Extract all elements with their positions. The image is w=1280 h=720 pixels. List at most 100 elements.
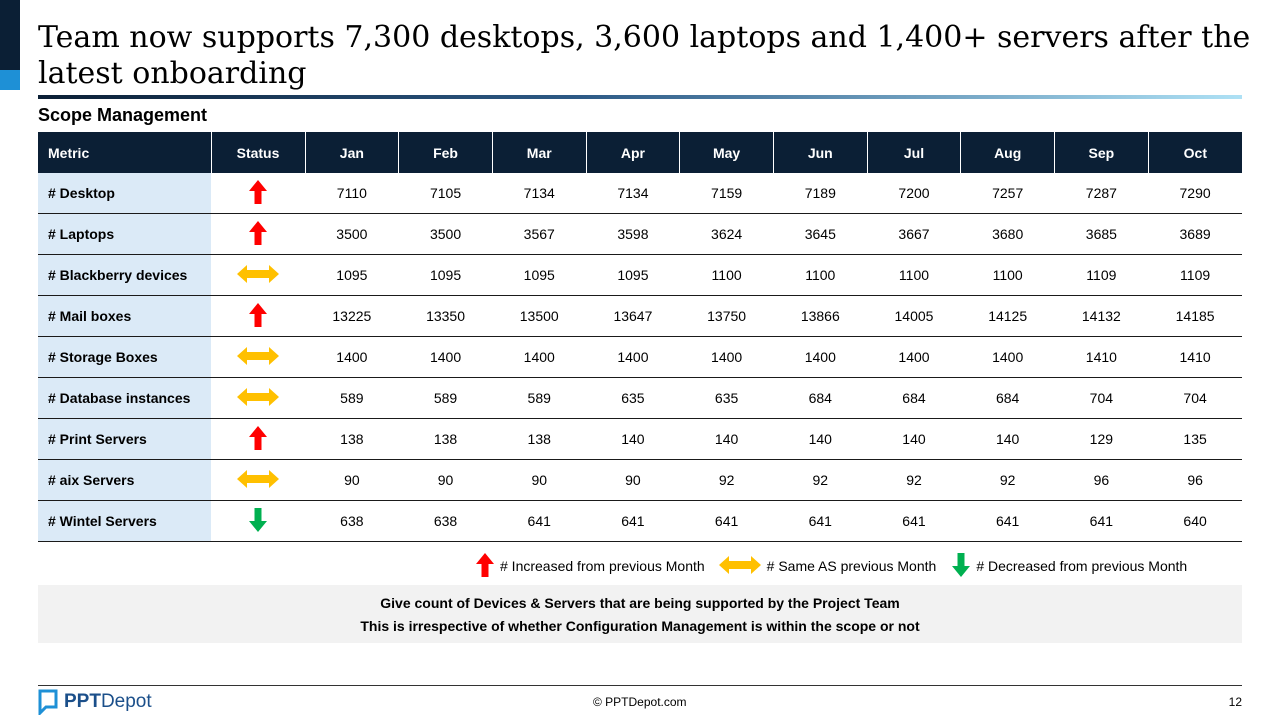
value-cell: 90: [492, 459, 587, 501]
legend-item-down: # Decreased from previous Month: [952, 552, 1188, 580]
legend-item-up: # Increased from previous Month: [476, 552, 705, 580]
table-row: # aix Servers 90 90 90 90 92 92 92 92 96 96: [38, 459, 1242, 501]
note-box: Give count of Devices & Servers that are…: [38, 585, 1242, 643]
value-cell: 3667: [867, 213, 961, 255]
header-cell-status: Status: [210, 132, 306, 173]
value-cell: 7159: [679, 173, 774, 214]
arrow-up-icon: [249, 425, 268, 453]
value-cell: 684: [960, 377, 1055, 419]
table-header-row: Metric Status Jan Feb Mar Apr May Jun Jul Aug Sep O…: [38, 132, 1242, 173]
status-cell: [211, 459, 306, 501]
value-cell: 1100: [773, 254, 868, 296]
header-cell-feb: Feb: [398, 132, 493, 173]
footer-divider: [38, 685, 1242, 686]
arrow-left-right-icon: [237, 469, 280, 491]
page-number: 12: [1228, 695, 1242, 709]
value-cell: 704: [1054, 377, 1149, 419]
value-cell: 635: [679, 377, 774, 419]
accent-bar-light: [0, 70, 20, 90]
table-row: # Storage Boxes 1400 1400 1400 1400 1400 1400 1…: [38, 336, 1242, 378]
header-cell-jul: Jul: [866, 132, 961, 173]
value-cell: 3567: [492, 213, 587, 255]
value-cell: 684: [867, 377, 961, 419]
copyright-text: © PPTDepot.com: [593, 695, 687, 709]
header-cell-metric: Metric: [38, 132, 212, 173]
value-cell: 96: [1054, 459, 1149, 501]
status-cell: [211, 336, 306, 378]
legend-label-down: # Decreased from previous Month: [976, 558, 1188, 574]
value-cell: 92: [867, 459, 961, 501]
value-cell: 7287: [1054, 173, 1149, 214]
value-cell: 13750: [679, 295, 774, 337]
value-cell: 1400: [586, 336, 680, 378]
arrow-left-right-icon: [718, 555, 761, 577]
value-cell: 704: [1148, 377, 1242, 419]
value-cell: 7290: [1148, 173, 1242, 214]
value-cell: 589: [492, 377, 587, 419]
value-cell: 1410: [1054, 336, 1149, 378]
value-cell: 589: [398, 377, 493, 419]
value-cell: 641: [960, 500, 1055, 542]
scope-table: Metric Status Jan Feb Mar Apr May Jun Jul Aug Sep O…: [38, 132, 1242, 542]
value-cell: 638: [305, 500, 399, 542]
value-cell: 641: [867, 500, 961, 542]
value-cell: 3500: [398, 213, 493, 255]
value-cell: 14132: [1054, 295, 1149, 337]
status-cell: [211, 295, 306, 337]
value-cell: 13866: [773, 295, 868, 337]
arrow-down-icon: [952, 552, 971, 580]
table-body: # Desktop 7110 7105 7134 7134 7159 7189 7200 725…: [38, 173, 1242, 542]
table-row: # Blackberry devices 1095 1095 1095 1095 1100…: [38, 254, 1242, 296]
value-cell: 1109: [1054, 254, 1149, 296]
status-cell: [211, 377, 306, 419]
status-cell: [211, 213, 306, 255]
value-cell: 13647: [586, 295, 680, 337]
header-cell-apr: Apr: [585, 132, 680, 173]
value-cell: 3624: [679, 213, 774, 255]
metric-cell: # Print Servers: [38, 418, 212, 460]
value-cell: 92: [679, 459, 774, 501]
legend-label-same: # Same AS previous Month: [766, 558, 937, 574]
section-label: Scope Management: [38, 105, 208, 125]
arrow-down-icon: [249, 507, 268, 535]
arrow-up-icon: [249, 302, 268, 330]
value-cell: 1400: [773, 336, 868, 378]
value-cell: 140: [586, 418, 680, 460]
metric-cell: # Desktop: [38, 173, 212, 214]
value-cell: 1400: [305, 336, 399, 378]
value-cell: 14125: [960, 295, 1055, 337]
value-cell: 138: [492, 418, 587, 460]
value-cell: 90: [398, 459, 493, 501]
value-cell: 140: [679, 418, 774, 460]
value-cell: 635: [586, 377, 680, 419]
note-line-2: This is irrespective of whether Configur…: [360, 618, 920, 634]
value-cell: 3598: [586, 213, 680, 255]
value-cell: 1400: [398, 336, 493, 378]
value-cell: 1095: [586, 254, 680, 296]
metric-cell: # Storage Boxes: [38, 336, 212, 378]
status-cell: [211, 173, 306, 214]
status-cell: [211, 500, 306, 542]
value-cell: 1100: [960, 254, 1055, 296]
table-row: # Print Servers 138 138 138 140 140 140 140 140 1…: [38, 418, 1242, 460]
value-cell: 3680: [960, 213, 1055, 255]
table-row: # Desktop 7110 7105 7134 7134 7159 7189 7200 725…: [38, 173, 1242, 214]
value-cell: 1100: [867, 254, 961, 296]
title-divider: [38, 95, 1242, 99]
value-cell: 7134: [586, 173, 680, 214]
table-row: # Wintel Servers 638 638 641 641 641 641 641 641…: [38, 500, 1242, 542]
arrow-left-right-icon: [237, 346, 280, 368]
logo-text-rest: Depot: [100, 691, 152, 712]
value-cell: 640: [1148, 500, 1242, 542]
value-cell: 1095: [305, 254, 399, 296]
value-cell: 7200: [867, 173, 961, 214]
value-cell: 1400: [960, 336, 1055, 378]
value-cell: 3689: [1148, 213, 1242, 255]
value-cell: 1400: [867, 336, 961, 378]
header-cell-aug: Aug: [960, 132, 1055, 173]
value-cell: 92: [773, 459, 868, 501]
logo-mark-icon: [38, 689, 58, 715]
table-row: # Database instances 589 589 589 635 635 684 68…: [38, 377, 1242, 419]
value-cell: 13350: [398, 295, 493, 337]
metric-cell: # Mail boxes: [38, 295, 212, 337]
